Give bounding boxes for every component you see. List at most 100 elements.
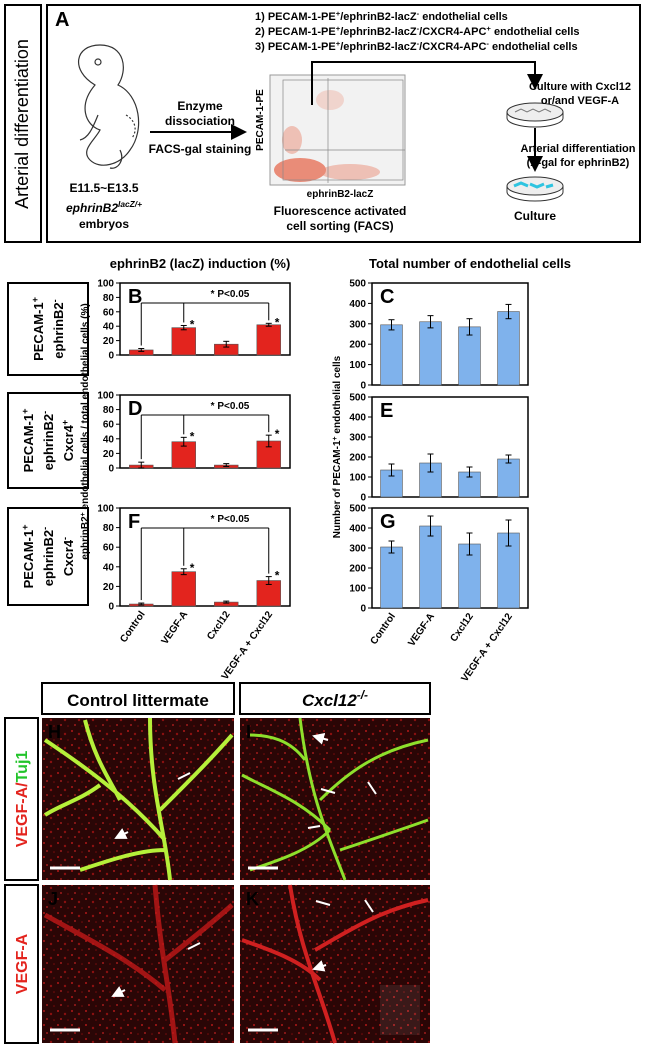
text-segment: endothelial cells / total endothelial ce… [80, 303, 91, 512]
text-segment: endothelial cells [419, 11, 508, 23]
side-box [4, 4, 42, 243]
superscript: + [80, 512, 87, 516]
bar [380, 546, 403, 609]
row-label: VEGF-A/Tuj1 [14, 751, 31, 848]
facs-caption: cell sorting (FACS) [286, 219, 393, 233]
y-tick-label: 0 [360, 493, 366, 504]
text-segment: Cxcr4 [61, 424, 76, 461]
y-tick-label: 80 [103, 293, 115, 304]
superscript: + [60, 420, 70, 425]
annotation: * P<0.05 [211, 401, 250, 412]
text-segment: ephrinB2 [41, 414, 56, 470]
column-title: Total number of endothelial cells [369, 256, 571, 271]
plot-frame [119, 394, 291, 469]
column-header: Control littermate [67, 691, 209, 710]
panel-letter: F [128, 511, 140, 533]
panel-letter: D [128, 398, 142, 420]
row-label: ephrinB2- [40, 411, 56, 470]
row-label-box [7, 282, 89, 376]
y-tick-label: 0 [360, 381, 366, 392]
y-tick-label: 40 [103, 562, 115, 573]
row-label: PECAM-1+ [20, 525, 36, 589]
y-tick-label: 400 [349, 299, 366, 310]
facs-gates [282, 78, 405, 183]
plot-frame [119, 282, 291, 356]
superscript: + [30, 297, 40, 302]
text-segment: endothelial cells [332, 355, 343, 436]
row-label: VEGF-A [14, 933, 31, 994]
culture-label: Culture [514, 209, 556, 223]
bar [497, 311, 520, 386]
y-tick-label: 0 [108, 602, 114, 613]
y-tick-label: 20 [103, 582, 115, 593]
embryo-genotype: ephrinB2lacZ/+ [66, 199, 142, 215]
y-tick-label: 0 [108, 464, 114, 475]
bar [497, 458, 520, 498]
facs-ylabel: PECAM-1-PE [255, 89, 266, 151]
text-segment: endothelial cells [491, 26, 580, 38]
y-tick-label: 500 [349, 279, 366, 290]
superscript: lacZ/+ [118, 199, 142, 209]
header-box [239, 682, 431, 715]
annotation: * P<0.05 [211, 289, 250, 300]
text-segment: Cxcl12 [302, 691, 357, 710]
plot-frame [119, 507, 291, 607]
x-tick-label: Cxcl12 [205, 609, 233, 642]
y-tick-label: 300 [349, 433, 366, 444]
text-segment: endothelial cells [489, 41, 578, 53]
header-box [41, 682, 235, 715]
y-tick-label: 100 [97, 504, 114, 515]
y-tick-label: 0 [360, 604, 366, 615]
superscript: + [20, 525, 30, 530]
text-segment: /ephrinB2-lacZ [340, 26, 417, 38]
panel-letter: J [48, 889, 58, 909]
y-tick-label: 60 [103, 543, 115, 554]
text-segment: 1) PECAM-1-PE [255, 11, 336, 23]
y-tick-label: 100 [97, 279, 114, 290]
text-segment: PECAM-1 [31, 302, 46, 361]
superscript: - [417, 39, 420, 48]
significance-marker: * [275, 427, 280, 441]
panel-letter: E [380, 400, 393, 422]
row-label: ephrinB2- [50, 299, 66, 358]
y-tick-label: 100 [97, 391, 114, 402]
text-segment: ephrinB2 [80, 516, 91, 560]
significance-marker: * [190, 429, 195, 443]
y-axis-label: ephrinB2+ endothelial cells / total endo… [80, 303, 92, 559]
panel-letter: H [48, 722, 61, 742]
step-text: or/and VEGF-A [541, 95, 619, 107]
significance-marker: * [190, 561, 195, 575]
facs-xlabel: ephrinB2-lacZ [307, 189, 374, 200]
superscript: - [60, 537, 70, 540]
side-box [4, 884, 39, 1044]
y-tick-label: 0 [108, 351, 114, 362]
bar [380, 324, 403, 386]
superscript: -/- [357, 688, 368, 702]
plot-frame [371, 396, 529, 498]
text-segment: VEGF-A [14, 933, 31, 994]
step-item: 2) PECAM-1-PE+/ephrinB2-lacZ-/CXCR4-APC+… [255, 24, 580, 39]
step-item: 3) PECAM-1-PE+/ephrinB2-lacZ-/CXCR4-APC-… [255, 39, 578, 54]
y-tick-label: 100 [349, 584, 366, 595]
superscript: - [40, 527, 50, 530]
embryo-stage: E11.5~E13.5 [69, 181, 138, 195]
step-text: dissociation [165, 114, 235, 128]
y-tick-label: 200 [349, 340, 366, 351]
embryo-word: embryos [79, 217, 129, 231]
arrow [311, 61, 543, 105]
micrograph [42, 884, 234, 1044]
text-segment: /CXCR4-APC [419, 41, 486, 53]
step-text: Enzyme [177, 99, 223, 113]
y-tick-label: 200 [349, 453, 366, 464]
y-axis-label: Number of PECAM-1+ endothelial cells [332, 355, 344, 538]
row-label: PECAM-1+ [30, 297, 46, 361]
bar [458, 326, 481, 386]
significance-marker: * [275, 569, 280, 583]
x-tick-label: VEGF-A [160, 609, 191, 646]
micrograph [240, 884, 430, 1044]
superscript: + [336, 39, 341, 48]
y-tick-label: 200 [349, 564, 366, 575]
x-tick-label: Control [118, 609, 148, 645]
